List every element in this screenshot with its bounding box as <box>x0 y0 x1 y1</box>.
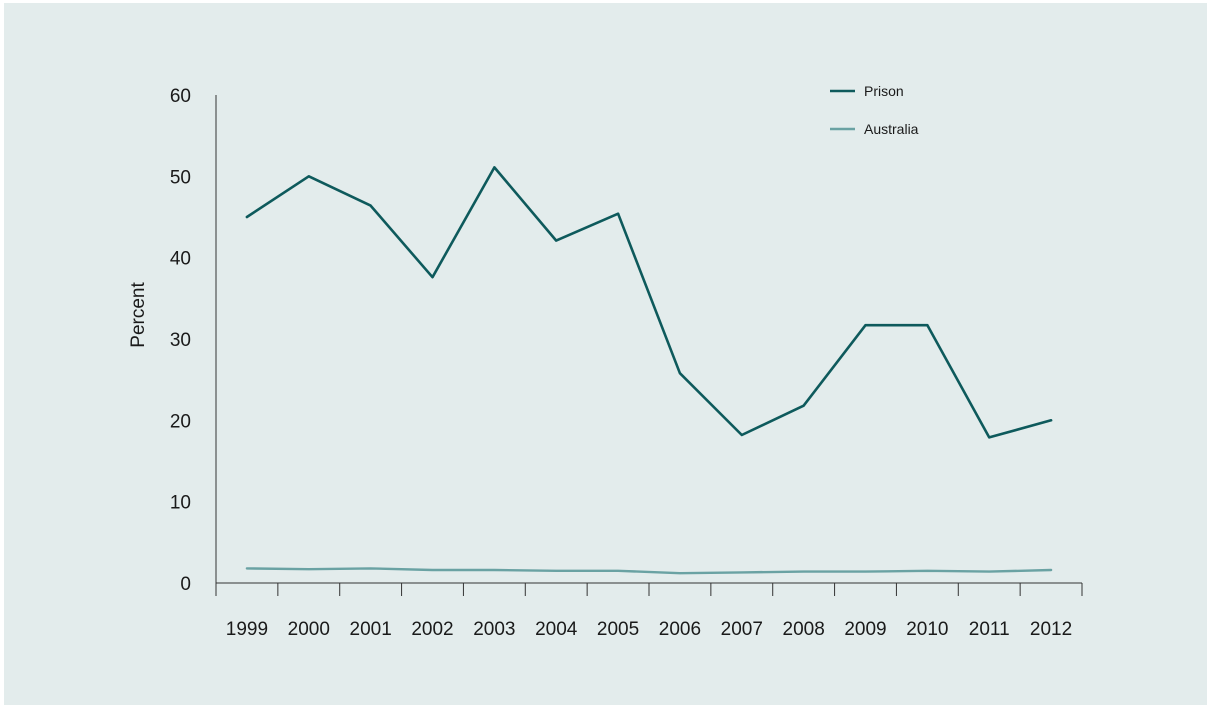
y-tick-label: 30 <box>170 330 191 351</box>
x-tick-label: 2003 <box>473 619 515 640</box>
legend: Prison Australia <box>830 83 919 137</box>
y-tick-label: 40 <box>170 249 191 270</box>
x-tick-label: 2008 <box>783 619 825 640</box>
series-lines <box>245 166 1053 575</box>
y-tick-label: 60 <box>170 86 191 107</box>
x-tick-label: 2007 <box>721 619 763 640</box>
x-tick-label: 2005 <box>597 619 639 640</box>
chart-panel: 0 10 20 30 40 50 60 1999 2000 2001 2002 2003 2004 200… <box>4 3 1207 705</box>
x-tick-label: 2006 <box>659 619 701 640</box>
y-tick-label: 50 <box>170 167 191 188</box>
australia-series-line <box>245 567 1053 575</box>
y-tick-label: 20 <box>170 411 191 432</box>
prison-series-line <box>245 166 1053 439</box>
axes: 0 10 20 30 40 50 60 1999 2000 2001 2002 2003 2004 200… <box>170 86 1083 640</box>
x-tick-label: 2010 <box>906 619 948 640</box>
x-tick-label: 2009 <box>844 619 886 640</box>
x-tick-label: 2001 <box>350 619 392 640</box>
x-tick-label: 2000 <box>288 619 330 640</box>
y-axis-label: Percent <box>128 282 149 348</box>
legend-label-australia: Australia <box>864 121 919 137</box>
x-tick-label: 2002 <box>411 619 453 640</box>
chart-background <box>4 3 1207 705</box>
x-tick-label: 2011 <box>969 619 1010 640</box>
x-tick-label: 2004 <box>535 619 578 640</box>
x-tick-label: 1999 <box>226 619 268 640</box>
line-chart: 0 10 20 30 40 50 60 1999 2000 2001 2002 2003 2004 200… <box>4 3 1207 705</box>
y-tick-label: 10 <box>170 493 191 514</box>
legend-label-prison: Prison <box>864 83 904 99</box>
y-tick-label: 0 <box>180 574 191 595</box>
x-tick-label: 2012 <box>1030 619 1072 640</box>
